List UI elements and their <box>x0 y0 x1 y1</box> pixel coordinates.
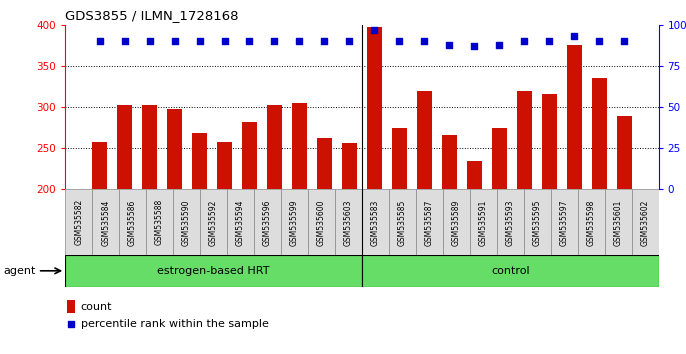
Text: GSM535589: GSM535589 <box>452 199 461 246</box>
Text: GDS3855 / ILMN_1728168: GDS3855 / ILMN_1728168 <box>65 9 239 22</box>
Bar <box>119 189 146 255</box>
Bar <box>254 189 281 255</box>
Bar <box>281 189 308 255</box>
Point <box>569 34 580 39</box>
Bar <box>92 142 107 189</box>
Bar <box>146 189 173 255</box>
Text: GSM535603: GSM535603 <box>344 199 353 246</box>
Text: GSM535602: GSM535602 <box>641 199 650 246</box>
Point <box>469 43 480 49</box>
Point <box>169 38 180 44</box>
Point <box>419 38 430 44</box>
Point <box>119 38 130 44</box>
Text: GSM535583: GSM535583 <box>371 199 380 246</box>
Point <box>319 38 330 44</box>
Bar <box>267 105 282 189</box>
Point <box>244 38 255 44</box>
Text: agent: agent <box>3 266 36 276</box>
Text: GSM535582: GSM535582 <box>74 199 83 245</box>
Text: count: count <box>81 302 112 312</box>
Bar <box>497 189 523 255</box>
Bar <box>392 128 407 189</box>
Point <box>219 38 230 44</box>
Point <box>544 38 555 44</box>
Bar <box>632 189 659 255</box>
Text: percentile rank within the sample: percentile rank within the sample <box>81 319 268 329</box>
Point <box>519 38 530 44</box>
Text: GSM535600: GSM535600 <box>317 199 326 246</box>
Text: GSM535596: GSM535596 <box>263 199 272 246</box>
Bar <box>362 255 659 287</box>
Bar <box>342 143 357 189</box>
Bar <box>551 189 578 255</box>
Bar <box>517 91 532 189</box>
Point <box>344 38 355 44</box>
Point <box>494 42 505 47</box>
Bar <box>567 45 582 189</box>
Bar <box>242 122 257 189</box>
Text: GSM535594: GSM535594 <box>236 199 245 246</box>
Text: GSM535593: GSM535593 <box>506 199 514 246</box>
Point <box>444 42 455 47</box>
Point <box>144 38 155 44</box>
Text: control: control <box>491 266 530 276</box>
Bar <box>416 189 442 255</box>
Point <box>94 38 105 44</box>
Point <box>394 38 405 44</box>
Bar <box>492 128 507 189</box>
Bar <box>335 189 362 255</box>
Bar <box>317 138 332 189</box>
Text: GSM535584: GSM535584 <box>101 199 110 246</box>
Bar <box>142 105 157 189</box>
Text: GSM535599: GSM535599 <box>290 199 299 246</box>
Text: GSM535588: GSM535588 <box>155 199 164 245</box>
Bar <box>389 189 416 255</box>
Bar <box>227 189 254 255</box>
Bar <box>117 105 132 189</box>
Text: GSM535586: GSM535586 <box>128 199 137 246</box>
Text: GSM535591: GSM535591 <box>479 199 488 246</box>
Text: GSM535601: GSM535601 <box>613 199 623 246</box>
Point <box>619 38 630 44</box>
Bar <box>442 135 457 189</box>
Bar <box>65 189 92 255</box>
Bar <box>200 189 227 255</box>
Bar <box>167 109 182 189</box>
Point <box>294 38 305 44</box>
Bar <box>217 142 232 189</box>
Point <box>66 321 77 327</box>
Text: GSM535590: GSM535590 <box>182 199 191 246</box>
Point <box>194 38 205 44</box>
Bar <box>470 189 497 255</box>
Bar <box>367 27 382 189</box>
Bar <box>578 189 604 255</box>
Bar <box>92 189 119 255</box>
Bar <box>542 94 556 189</box>
Bar <box>308 189 335 255</box>
Point <box>269 38 280 44</box>
Bar <box>362 189 389 255</box>
Bar <box>604 189 632 255</box>
Text: GSM535597: GSM535597 <box>560 199 569 246</box>
Text: GSM535595: GSM535595 <box>533 199 542 246</box>
Text: GSM535592: GSM535592 <box>209 199 218 246</box>
Bar <box>67 300 75 313</box>
Bar <box>591 78 606 189</box>
Text: GSM535587: GSM535587 <box>425 199 434 246</box>
Bar <box>65 255 362 287</box>
Bar <box>292 103 307 189</box>
Bar <box>173 189 200 255</box>
Text: GSM535585: GSM535585 <box>398 199 407 246</box>
Point <box>593 38 604 44</box>
Bar <box>617 116 632 189</box>
Bar <box>523 189 551 255</box>
Point <box>369 27 380 33</box>
Bar <box>192 133 207 189</box>
Bar <box>466 161 482 189</box>
Bar <box>442 189 470 255</box>
Text: GSM535598: GSM535598 <box>587 199 595 246</box>
Bar <box>417 91 431 189</box>
Text: estrogen-based HRT: estrogen-based HRT <box>157 266 270 276</box>
